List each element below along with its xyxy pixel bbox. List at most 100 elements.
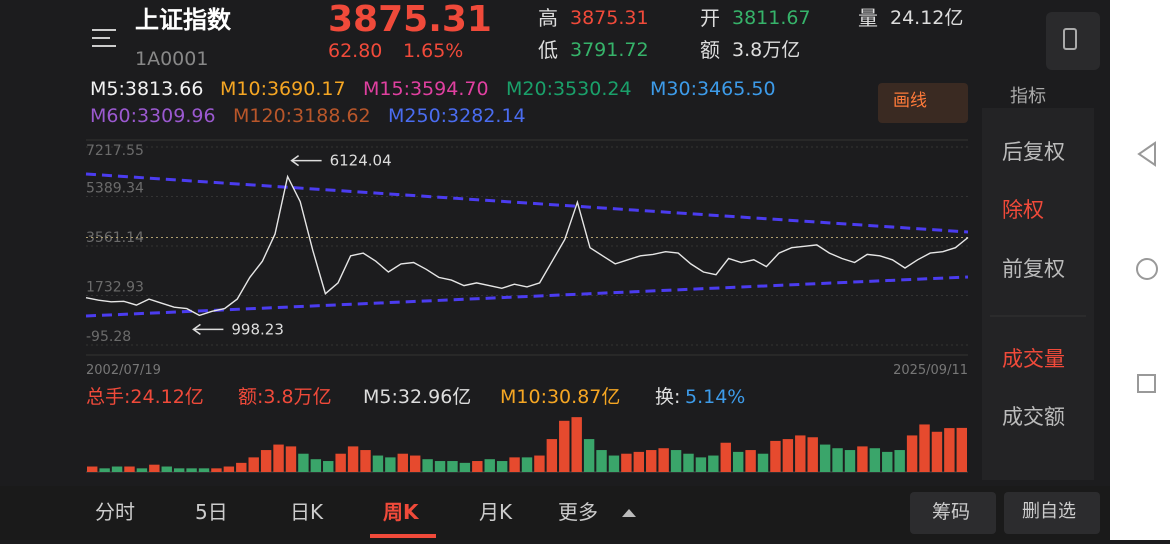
menu-icon[interactable] xyxy=(92,29,116,47)
device-button[interactable] xyxy=(1046,12,1100,70)
volume-bar xyxy=(583,439,595,472)
tab[interactable]: 分时 xyxy=(95,500,135,524)
volume-bar xyxy=(198,468,210,472)
volume-bar xyxy=(832,448,843,472)
volume-bar xyxy=(136,468,148,472)
chip-button-bg[interactable] xyxy=(910,492,996,534)
remove-button-bg[interactable] xyxy=(1004,492,1100,534)
volume-bar xyxy=(521,457,533,472)
open-label: 开 xyxy=(700,6,720,30)
low-value: 3791.72 xyxy=(570,39,649,61)
volume-bar xyxy=(646,450,657,472)
amount-label: 额 xyxy=(700,38,720,62)
device-icon xyxy=(1063,28,1077,50)
annotation: 998.23 xyxy=(231,320,284,338)
volume-stat: 额:3.8万亿 xyxy=(238,386,332,408)
volume-bar xyxy=(149,464,160,472)
volume-bar xyxy=(633,451,645,472)
volume-bar xyxy=(745,450,756,472)
side-menu-item[interactable]: 成交额 xyxy=(1002,405,1065,429)
volume-bar xyxy=(857,446,868,472)
volume-bar xyxy=(447,461,458,472)
ma-label: M10:3690.17 xyxy=(220,78,346,100)
volume-bar xyxy=(248,457,259,472)
volume-bar xyxy=(124,466,135,472)
volume-bar xyxy=(472,461,483,472)
active-tab-underline xyxy=(370,534,436,538)
x-start-label: 2002/07/19 xyxy=(86,363,161,378)
volume-bar xyxy=(608,455,620,472)
volume-bar xyxy=(882,451,893,472)
y-tick-label: 5389.34 xyxy=(86,181,144,197)
remove-button[interactable]: 删自选 xyxy=(1022,501,1076,522)
side-menu-item[interactable]: 除权 xyxy=(1002,198,1044,222)
volume-bar xyxy=(534,455,545,472)
volume-bar xyxy=(906,435,918,472)
draw-button[interactable]: 画线 xyxy=(893,93,927,110)
side-menu-item[interactable]: 前复权 xyxy=(1002,257,1065,281)
volume-stat: 5.14% xyxy=(685,386,746,408)
volume-stat: 总手:24.12亿 xyxy=(86,386,204,408)
volume-bar xyxy=(310,459,322,472)
stock-name: 上证指数 xyxy=(135,6,231,34)
more-caret xyxy=(622,509,636,517)
x-end-label: 2025/09/11 xyxy=(893,363,968,378)
high-value: 3875.31 xyxy=(570,7,649,29)
volume-bar xyxy=(683,453,694,472)
side-menu-bg xyxy=(982,108,1094,480)
nav-back[interactable] xyxy=(1137,141,1156,167)
volume-bar xyxy=(919,424,930,472)
side-menu-item[interactable]: 后复权 xyxy=(1002,140,1065,164)
volume-bar xyxy=(757,453,769,472)
open-value: 3811.67 xyxy=(732,7,811,29)
tab[interactable]: 日K xyxy=(290,500,324,524)
android-nav-bar xyxy=(1110,0,1170,540)
nav-recent[interactable] xyxy=(1137,374,1156,393)
nav-icons xyxy=(1136,141,1158,393)
y-tick-label: 7217.55 xyxy=(86,143,144,159)
volume-bar xyxy=(161,466,172,472)
ma-label: M120:3188.62 xyxy=(233,105,371,127)
chip-button[interactable]: 筹码 xyxy=(932,501,971,523)
volume-bar xyxy=(186,468,197,472)
volume-bar xyxy=(509,457,520,472)
volume-bar xyxy=(819,444,831,472)
volume-bar xyxy=(931,431,943,472)
ma-label: M30:3465.50 xyxy=(650,78,776,100)
draw-button-bg[interactable] xyxy=(878,83,968,123)
volume-stat: 换: xyxy=(655,386,681,408)
volume-bar xyxy=(496,461,508,472)
nav-home[interactable] xyxy=(1136,258,1158,280)
volume-bar xyxy=(372,455,384,472)
low-label: 低 xyxy=(538,38,558,62)
side-menu-item[interactable]: 成交量 xyxy=(1002,347,1065,371)
volume-bar xyxy=(335,453,346,472)
volume-stat: M5:32.96亿 xyxy=(363,386,472,408)
tab[interactable]: 更多 xyxy=(558,500,598,524)
volume-bar xyxy=(559,420,570,472)
volume-bar xyxy=(956,427,967,472)
volume-bar xyxy=(596,450,607,472)
volume-bar xyxy=(782,439,794,472)
volume-bar xyxy=(571,417,582,472)
volume-bar xyxy=(360,450,371,472)
trend-line xyxy=(85,275,969,318)
volume-bar xyxy=(111,466,123,472)
tab[interactable]: 月K xyxy=(479,500,513,524)
volume-bar xyxy=(173,468,185,472)
change: 62.80 xyxy=(328,40,383,62)
volume-label: 量 xyxy=(858,6,878,30)
volume-bar xyxy=(87,466,98,472)
volume-bar xyxy=(409,455,421,472)
tab[interactable]: 5日 xyxy=(195,500,228,524)
price-line xyxy=(85,174,969,317)
volume-value: 24.12亿 xyxy=(890,7,964,29)
volume-bar xyxy=(658,448,669,472)
volume-bar xyxy=(211,468,222,472)
tab[interactable]: 周K xyxy=(383,500,419,524)
indicator-button[interactable]: 指标 xyxy=(1010,88,1046,106)
volume-bar xyxy=(273,444,284,472)
y-tick-label: 3561.14 xyxy=(86,230,144,246)
change-pct: 1.65% xyxy=(403,40,464,62)
